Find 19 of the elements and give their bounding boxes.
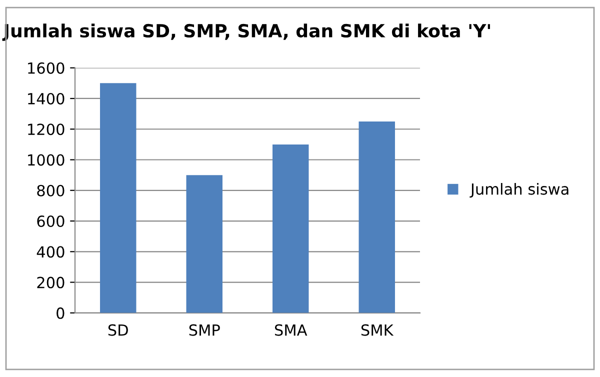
bar bbox=[100, 83, 136, 313]
y-tick-label: 400 bbox=[36, 246, 64, 258]
y-tick-label: 0 bbox=[56, 307, 64, 319]
legend-label: Jumlah siswa bbox=[470, 182, 568, 198]
y-tick-label: 1000 bbox=[28, 154, 64, 166]
bar bbox=[358, 121, 395, 313]
y-tick-label: 1400 bbox=[28, 92, 64, 105]
x-tick-label: SMP bbox=[189, 324, 220, 336]
x-tick-label: SD bbox=[108, 324, 128, 336]
bar bbox=[186, 175, 222, 313]
y-tick-label: 800 bbox=[37, 184, 64, 196]
bar bbox=[272, 144, 309, 313]
x-tick-label: SMK bbox=[361, 324, 394, 336]
y-tick-label: 600 bbox=[37, 215, 64, 228]
x-tick-label: SMA bbox=[274, 324, 308, 336]
y-tick-label: 1600 bbox=[28, 62, 64, 74]
chart-title: Jumlah siswa SD, SMP, SMA, dan SMK di kota 'Y' bbox=[2, 24, 490, 41]
y-tick-label: 200 bbox=[37, 276, 64, 288]
y-tick-label: 1200 bbox=[28, 124, 64, 136]
